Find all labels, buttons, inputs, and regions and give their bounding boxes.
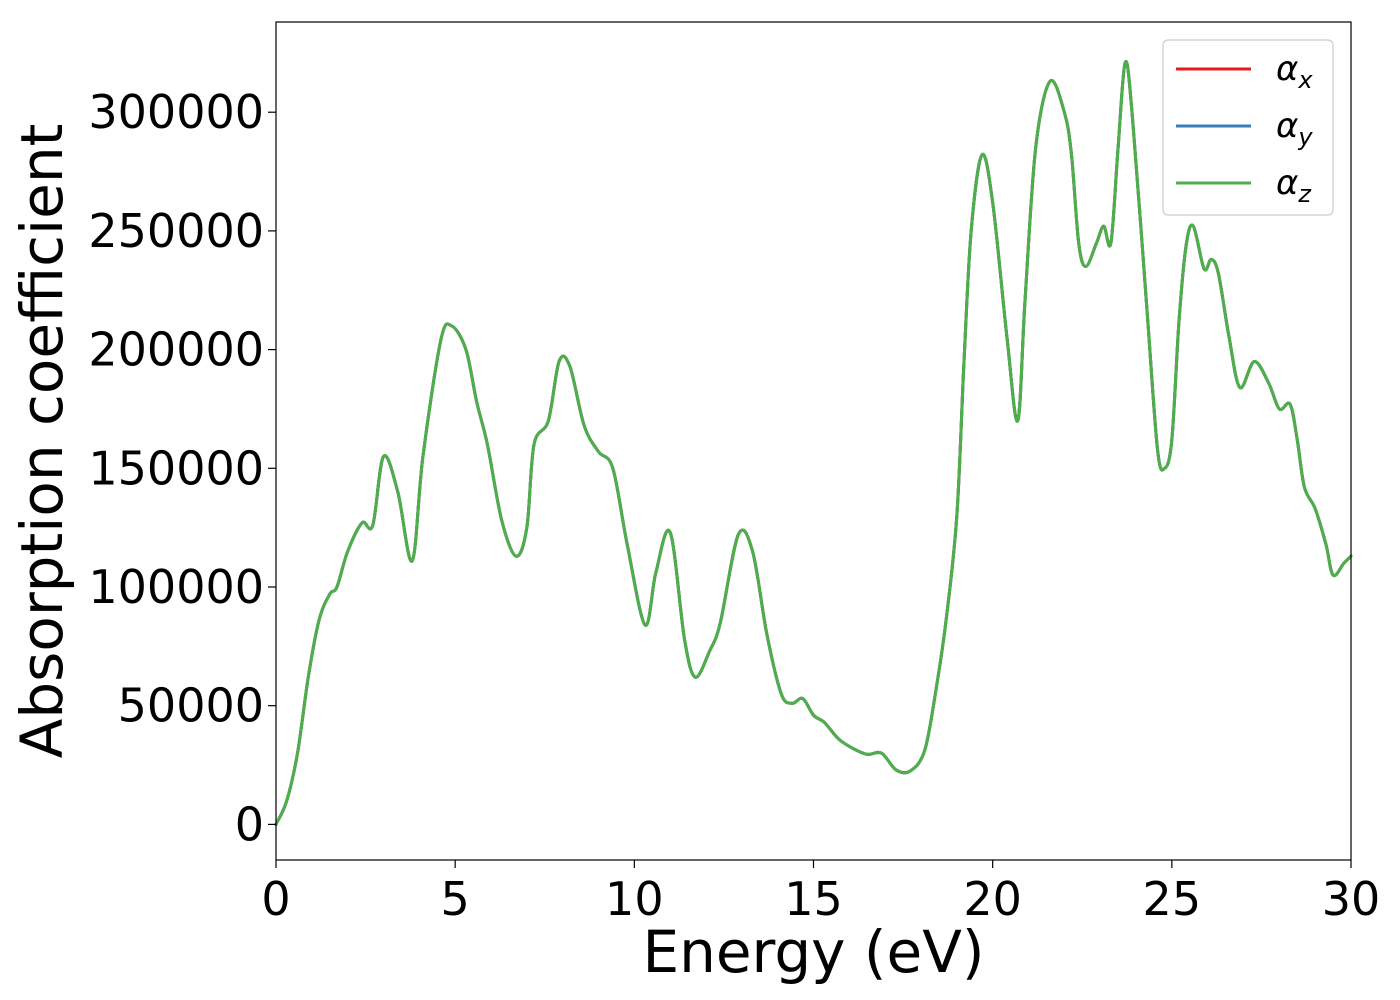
x-axis: 0 5 10 15 20 25 30 — [261, 860, 1380, 926]
y-tick-label: 150000 — [88, 441, 264, 495]
x-tick-label: 20 — [963, 872, 1022, 926]
legend-label: αx — [1276, 49, 1313, 94]
y-tick-label: 200000 — [88, 323, 264, 377]
series-line-z — [274, 60, 1353, 826]
y-axis: 0 50000 100000 150000 200000 250000 300000 — [88, 85, 276, 851]
x-tick-label: 5 — [441, 872, 470, 926]
y-tick-label: 50000 — [118, 679, 264, 733]
x-tick-label: 0 — [261, 872, 290, 926]
y-tick-label: 0 — [235, 797, 264, 851]
y-axis-title: Absorption coefficient — [8, 124, 76, 759]
legend-label-subscript: x — [1297, 66, 1313, 94]
y-tick-label: 250000 — [88, 204, 264, 258]
y-tick-label: 100000 — [88, 560, 264, 614]
legend-label-base: α — [1276, 106, 1298, 146]
legend-label: αy — [1276, 106, 1313, 151]
x-tick-label: 25 — [1143, 872, 1202, 926]
legend-label: αz — [1276, 163, 1312, 208]
series-layer — [274, 60, 1353, 826]
x-tick-label: 30 — [1322, 872, 1381, 926]
legend-label-subscript: y — [1297, 123, 1313, 151]
x-tick-label: 15 — [784, 872, 843, 926]
legend-label-subscript: z — [1297, 180, 1312, 208]
legend-label-base: α — [1276, 163, 1298, 203]
x-axis-title: Energy (eV) — [642, 918, 984, 986]
x-tick-label: 10 — [605, 872, 664, 926]
legend-label-base: α — [1276, 49, 1298, 89]
y-tick-label: 300000 — [88, 85, 264, 139]
